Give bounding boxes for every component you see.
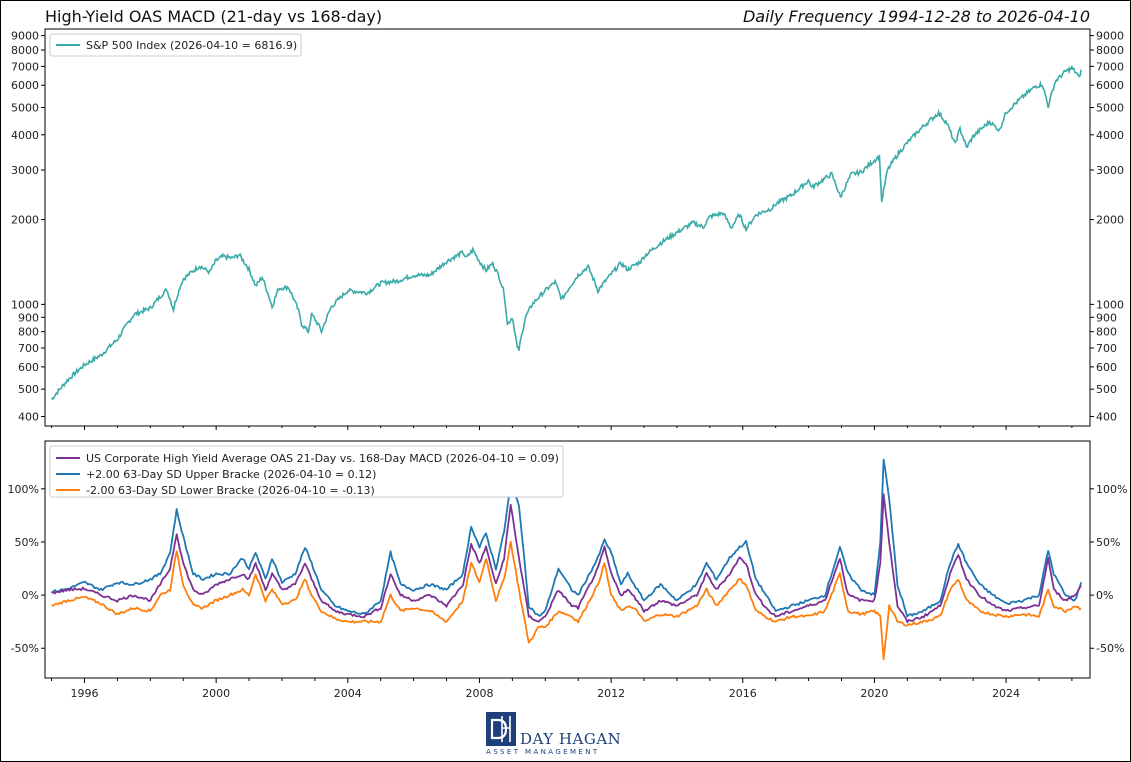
y-tick-label-right: 800 — [1096, 326, 1117, 339]
macd-panel-frame — [44, 440, 1091, 679]
y-tick-label-right: 2000 — [1096, 214, 1124, 227]
y-tick-label-right: 5000 — [1096, 102, 1124, 115]
y-tick-label-left: 0% — [22, 589, 39, 602]
macd-panel: 100% 100% 50% 50% 0% 0% -50% -50% 1996 2000 2004 20… — [8, 440, 1127, 700]
y-tick-label-left: 3000 — [11, 164, 39, 177]
legend-label: US Corporate High Yield Average OAS 21-D… — [86, 452, 559, 465]
y-tick-label-right: 500 — [1096, 383, 1117, 396]
sp500-series-line — [50, 64, 1082, 400]
logo-name: DAY HAGAN — [520, 730, 622, 748]
y-tick-label-left: 800 — [18, 326, 39, 339]
y-tick-label-left: 100% — [8, 483, 39, 496]
y-tick-label-left: 1000 — [11, 298, 39, 311]
x-tick-label: 2024 — [992, 687, 1020, 700]
y-tick-label-left: 6000 — [11, 79, 39, 92]
y-tick-label-right: 900 — [1096, 311, 1117, 324]
logo-mark-icon — [486, 712, 516, 746]
y-tick-label-right: 0% — [1096, 589, 1113, 602]
company-logo: DAY HAGAN ASSET MANAGEMENT — [486, 710, 626, 758]
x-tick-label: 2020 — [860, 687, 888, 700]
legend-box — [49, 445, 564, 498]
y-tick-label-right: 400 — [1096, 410, 1117, 423]
y-tick-label-right: 100% — [1096, 483, 1127, 496]
y-tick-label-left: 500 — [18, 383, 39, 396]
y-tick-label-right: -50% — [1096, 642, 1124, 655]
legend-box — [49, 33, 302, 57]
y-tick-label-left: 5000 — [11, 102, 39, 115]
x-tick-label: 2012 — [597, 687, 625, 700]
y-tick-label-left: 9000 — [11, 30, 39, 43]
lower-band-line — [51, 540, 1082, 661]
y-tick-label-right: 8000 — [1096, 44, 1124, 57]
y-tick-label-left: 700 — [18, 342, 39, 355]
chart-title: High-Yield OAS MACD (21-day vs 168-day) — [45, 7, 383, 26]
y-tick-label-right: 1000 — [1096, 298, 1124, 311]
y-tick-label-right: 3000 — [1096, 164, 1124, 177]
y-tick-label-right: 700 — [1096, 342, 1117, 355]
sp500-legend: S&P 500 Index (2026-04-10 = 6816.9) — [49, 33, 302, 57]
y-tick-label-left: 900 — [18, 311, 39, 324]
x-tick-label: 2016 — [729, 687, 757, 700]
y-tick-label-left: 7000 — [11, 60, 39, 73]
sp500-panel-frame — [44, 28, 1091, 427]
macd-legend: US Corporate High Yield Average OAS 21-D… — [49, 445, 564, 498]
x-tick-label: 1996 — [70, 687, 98, 700]
x-tick-label: 2008 — [465, 687, 493, 700]
y-tick-label-left: 4000 — [11, 129, 39, 142]
x-tick-label: 2000 — [202, 687, 230, 700]
y-tick-label-left: -50% — [11, 642, 39, 655]
y-tick-label-right: 50% — [1096, 536, 1120, 549]
y-tick-label-right: 4000 — [1096, 129, 1124, 142]
chart-date-range: Daily Frequency 1994-12-28 to 2026-04-10 — [742, 7, 1090, 26]
logo-subtitle: ASSET MANAGEMENT — [486, 748, 600, 756]
y-tick-label-right: 7000 — [1096, 60, 1124, 73]
y-tick-label-right: 9000 — [1096, 30, 1124, 43]
macd-series-line — [51, 493, 1082, 624]
legend-label: -2.00 63-Day SD Lower Bracke (2026-04-10… — [86, 484, 375, 497]
legend-label: +2.00 63-Day SD Upper Bracke (2026-04-10… — [86, 468, 376, 481]
legend-label: S&P 500 Index (2026-04-10 = 6816.9) — [86, 39, 297, 52]
y-tick-label-right: 600 — [1096, 361, 1117, 374]
y-tick-label-left: 8000 — [11, 44, 39, 57]
x-tick-label: 2004 — [334, 687, 362, 700]
y-tick-label-left: 2000 — [11, 214, 39, 227]
upper-band-line — [51, 458, 1082, 618]
y-tick-label-left: 50% — [15, 536, 39, 549]
y-tick-label-right: 6000 — [1096, 79, 1124, 92]
y-tick-label-left: 600 — [18, 361, 39, 374]
y-tick-label-left: 400 — [18, 410, 39, 423]
